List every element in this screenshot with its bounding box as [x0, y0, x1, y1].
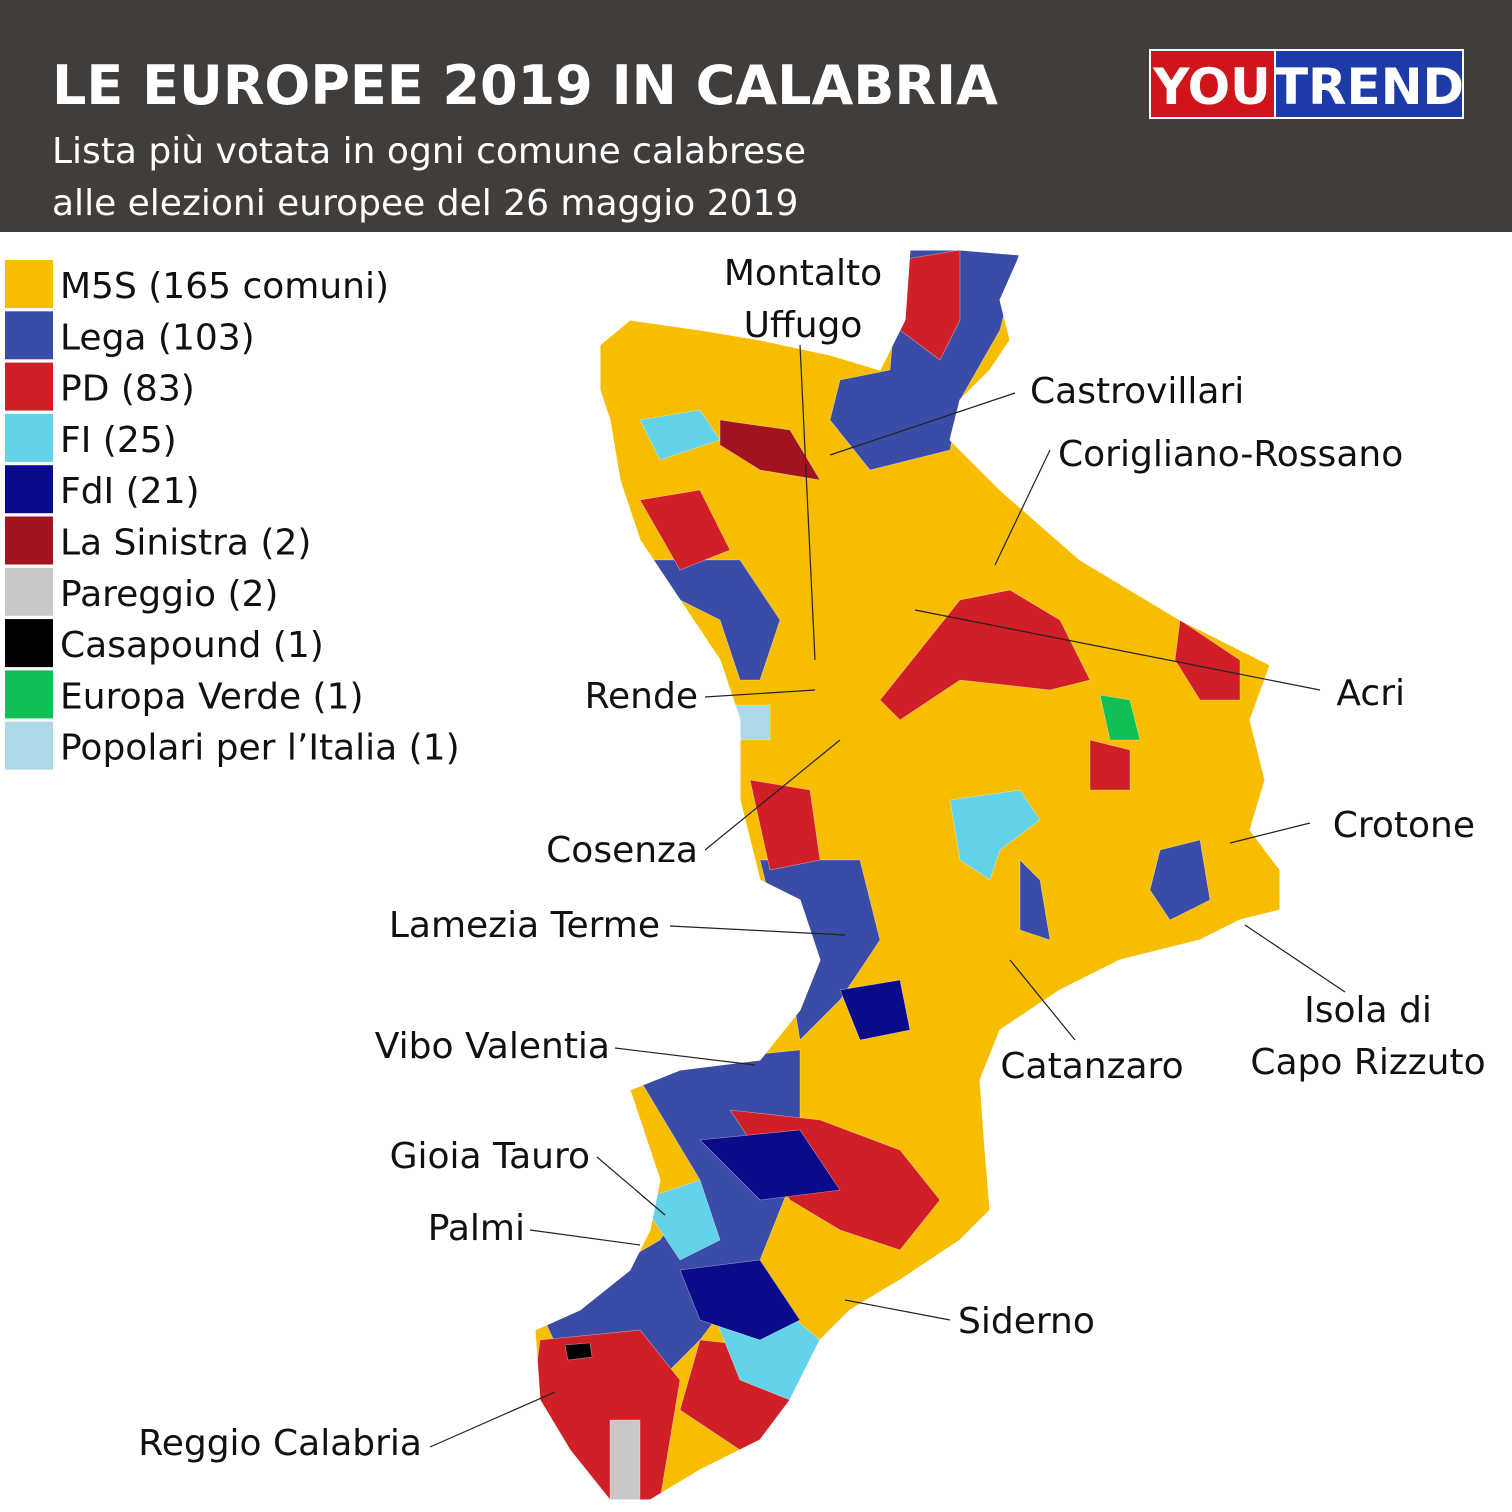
municipality [535, 1329, 681, 1500]
municipality [749, 779, 821, 871]
municipality [699, 1129, 841, 1201]
leader-line [1009, 959, 1076, 1041]
legend-label: Pareggio (2) [60, 574, 278, 615]
legend-label: Lega (103) [60, 317, 255, 358]
subtitle: alle elezioni europee del 26 maggio 2019 [52, 183, 798, 224]
place-label: Palmi [428, 1208, 525, 1249]
legend-swatch [5, 465, 53, 514]
municipality [949, 789, 1041, 881]
place-label: Uffugo [744, 305, 863, 346]
subtitle: Lista più votata in ogni comune calabres… [52, 131, 806, 172]
municipality [879, 589, 1091, 721]
municipality [564, 1342, 593, 1361]
legend-swatch [5, 516, 53, 565]
legend-label: Popolari per l’Italia (1) [60, 728, 460, 769]
place-label: Siderno [958, 1301, 1095, 1342]
leader-line [829, 392, 1016, 456]
logo-red [1149, 49, 1276, 119]
legend-swatch [5, 619, 53, 668]
place-label: Acri [1336, 673, 1405, 714]
legend: M5S (165 comuni) Lega (103) PD (83) FI (25)… [5, 260, 460, 770]
legend-swatch [5, 670, 53, 719]
leader-line [704, 739, 841, 851]
leader-line [596, 1156, 666, 1216]
place-label: Reggio Calabria [138, 1423, 422, 1464]
municipality [719, 419, 821, 481]
municipality [1149, 839, 1211, 921]
municipality [639, 1179, 721, 1261]
municipality [1019, 859, 1051, 941]
leader-line [614, 1047, 756, 1066]
legend-label: FdI (21) [60, 471, 200, 512]
legend-label: FI (25) [60, 420, 177, 461]
municipality [639, 489, 731, 571]
legend-swatch [5, 721, 53, 770]
place-label: Montalto [724, 253, 882, 294]
municipality [1174, 619, 1241, 701]
place-label: Castrovillari [1030, 371, 1244, 412]
legend-label: Europa Verde (1) [60, 676, 364, 717]
place-label: Isola di [1304, 990, 1432, 1031]
leader-line [799, 344, 816, 661]
place-label: Vibo Valentia [375, 1026, 610, 1067]
region-border [534, 249, 1281, 1501]
municipality [609, 1419, 641, 1500]
leader-line [704, 689, 816, 698]
legend-label: La Sinistra (2) [60, 523, 311, 564]
municipality [839, 979, 911, 1041]
legend-label: PD (83) [60, 369, 195, 410]
legend-swatch [5, 311, 53, 360]
legend-swatch [5, 413, 53, 462]
municipality [639, 559, 781, 681]
place-label: Cosenza [546, 830, 698, 871]
place-label: Capo Rizzuto [1250, 1042, 1485, 1083]
legend-swatch [5, 567, 53, 616]
municipality [679, 1259, 801, 1341]
leader-line [994, 449, 1051, 566]
place-labels: Montalto Uffugo Castrovillari Corigliano-Ro… [138, 253, 1485, 1464]
leader-line [1229, 822, 1311, 844]
place-label: Catanzaro [1000, 1046, 1183, 1087]
title: LE EUROPEE 2019 IN CALABRIA [52, 54, 998, 117]
leader-line [844, 1299, 951, 1321]
legend-swatch [5, 362, 53, 411]
municipality [1089, 739, 1131, 791]
leader-line [1244, 924, 1346, 993]
place-label: Lamezia Terme [389, 905, 660, 946]
logo-text: TREND [1274, 58, 1464, 116]
place-label: Gioia Tauro [390, 1136, 590, 1177]
leader-line [429, 1391, 556, 1448]
legend-label: Casapound (1) [60, 625, 324, 666]
place-label: Corigliano-Rossano [1058, 434, 1403, 475]
legend-label: M5S (165 comuni) [60, 266, 389, 307]
place-label: Crotone [1333, 805, 1475, 846]
leader-line [914, 609, 1321, 691]
place-label: Rende [585, 676, 698, 717]
legend-swatch [5, 260, 53, 308]
municipality [1099, 694, 1141, 741]
leader-line [669, 925, 846, 936]
leader-line [529, 1229, 641, 1246]
logo-text: YOU [1152, 58, 1271, 116]
logo-blue [1274, 49, 1464, 119]
